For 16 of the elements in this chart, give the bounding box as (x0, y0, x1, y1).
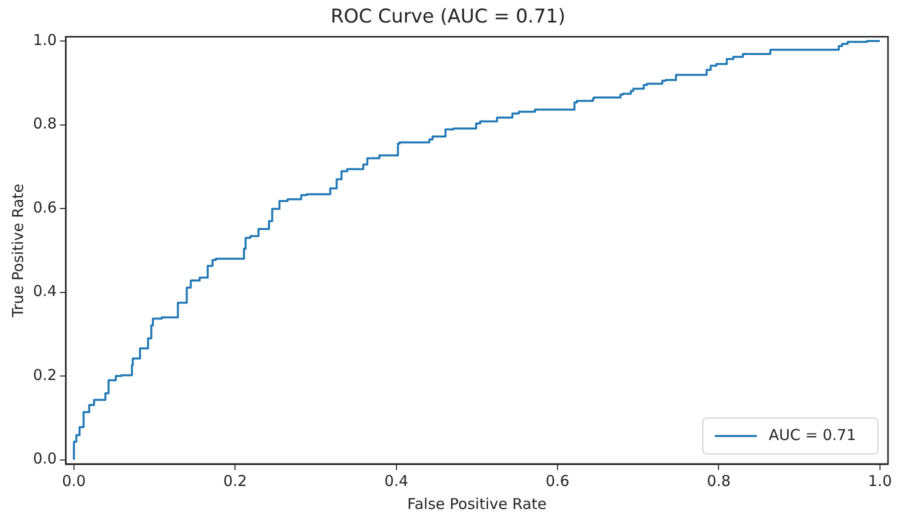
x-tick-label: 0.4 (384, 472, 408, 490)
x-tick-label: 0.8 (706, 472, 731, 490)
x-tick-label: 0.2 (223, 472, 248, 490)
legend-label: AUC = 0.71 (768, 426, 856, 444)
y-axis-title: True Positive Rate (8, 184, 27, 318)
y-tick-label: 1.0 (32, 30, 57, 49)
x-tick-label: 0.6 (546, 472, 570, 490)
y-tick-label: 0.0 (32, 450, 57, 468)
x-tick-label: 1.0 (868, 472, 892, 490)
y-tick-label: 0.2 (32, 366, 57, 384)
y-tick-label: 0.6 (32, 198, 57, 216)
y-tick-label: 0.8 (32, 114, 57, 133)
x-axis-title: False Positive Rate (407, 494, 547, 513)
x-tick-label: 0.0 (62, 472, 86, 490)
chart-title: ROC Curve (AUC = 0.71) (330, 5, 566, 28)
y-tick-label: 0.4 (32, 282, 57, 300)
